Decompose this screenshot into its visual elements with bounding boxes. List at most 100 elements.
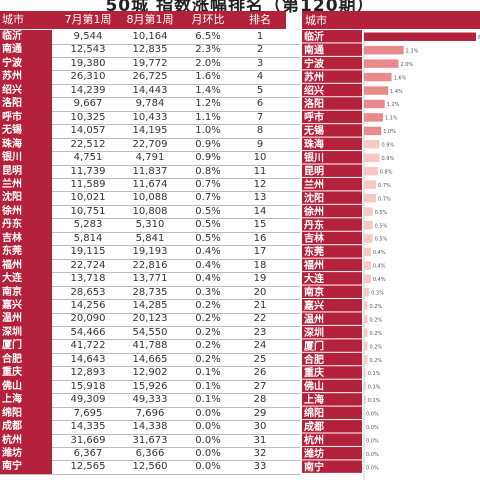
cell-mom: 0.2% [195,353,221,365]
table-row: 呼市 10,325 10,433 1.1% 7 [0,110,300,126]
cell-jul: 6,367 [73,447,103,459]
cell-rank: 28 [253,394,267,406]
cell-jul: 54,466 [70,326,106,338]
chart-category-label: 吉林 [304,232,325,245]
table-row: 临沂 9,544 10,164 6.5% 1 [0,30,300,45]
cell-mom: 2.0% [195,57,221,69]
cell-city: 南京 [0,285,52,300]
cell-jul: 12,893 [70,367,106,379]
chart-category-label: 福州 [303,259,324,272]
chart-bar [364,86,389,95]
chart-category-bg [302,137,362,151]
chart-bar [364,193,377,203]
chart-category-label: 宁波 [304,57,325,70]
table-row: 佛山 15,918 15,926 0.1% 27 [0,379,300,395]
cell-mom: 1.4% [195,84,221,96]
chart-data-label: 0.4% [373,264,386,270]
table-row: 绵阳 7,695 7,696 0.0% 29 [0,406,300,422]
cell-jul: 20,090 [70,313,106,325]
chart-category-label: 重庆 [304,366,324,379]
cell-city: 沈阳 [0,191,52,205]
cell-rank: 14 [253,205,267,217]
chart-bar [364,220,373,230]
chart-data-label: 0.4% [373,250,386,256]
cell-aug: 15,926 [132,380,168,392]
cell-jul: 11,589 [70,178,106,190]
chart-data-label: 0.1% [368,385,381,391]
chart-data-label: 0.8% [380,169,393,175]
cell-rank: 1 [256,31,264,42]
chart-category-bg [302,151,362,164]
cell-city: 苏州 [0,70,52,84]
chart-data-label: 2.3% [406,48,419,54]
cell-aug: 10,164 [132,31,168,42]
cell-aug: 12,560 [132,461,168,473]
chart-data-label: 0.2% [369,344,382,350]
cell-mom: 1.6% [195,71,221,83]
table-row: 兰州 11,589 11,674 0.7% 12 [0,177,300,193]
cell-aug: 28,735 [132,286,168,298]
cell-mom: 0.1% [195,367,221,379]
table-row: 无锡 14,057 14,195 1.0% 8 [0,124,300,139]
cell-jul: 13,718 [70,273,106,285]
cell-aug: 4,791 [135,152,165,164]
cell-mom: 0.7% [195,178,221,190]
chart-bar [364,126,382,136]
chart-category-label: 无锡 [303,124,324,137]
cell-city: 重庆 [0,366,52,380]
chart-header-label: 城市 [305,13,327,27]
cell-aug: 20,123 [132,313,168,325]
chart-category-label: 南京 [304,286,324,299]
chart-bar [364,59,399,68]
chart-category-label: 潍坊 [304,447,324,460]
cell-mom: 0.0% [195,461,221,473]
chart-data-label: 6.5% [478,35,480,41]
cell-mom: 0.0% [195,407,221,419]
cell-mom: 0.9% [195,138,221,150]
cell-aug: 14,285 [132,300,168,311]
cell-mom: 0.5% [195,219,221,231]
header-jul-week1: 7月第1周 [50,11,126,29]
table-row: 南京 28,653 28,735 0.3% 20 [0,285,300,301]
cell-mom: 0.3% [195,286,221,298]
cell-aug: 14,195 [132,125,168,137]
chart-data-label: 0.4% [373,277,386,283]
chart-category-bg [302,299,362,312]
cell-aug: 9,784 [135,98,165,110]
chart-category-bg [302,30,362,43]
chart-category-label: 南通 [304,43,324,56]
cell-rank: 4 [256,71,264,83]
chart-category-label: 珠海 [304,138,324,151]
cell-rank: 23 [253,326,267,338]
table-row: 温州 20,090 20,123 0.2% 22 [0,312,300,327]
cell-rank: 15 [253,219,267,231]
table-row: 南宁 12,565 12,560 0.0% 33 [0,460,300,475]
cell-rank: 30 [253,421,267,433]
cell-city: 吉林 [0,231,52,246]
chart-data-label: 1.0% [383,129,396,135]
chart-category-bg [302,231,362,245]
chart-category-label: 杭州 [304,433,324,446]
cell-city: 成都 [0,420,52,434]
cell-rank: 18 [253,259,267,271]
cell-mom: 0.5% [195,232,221,244]
chart-category-bg [302,177,362,191]
table-row: 洛阳 9,667 9,784 1.2% 6 [0,97,300,112]
chart-bar [364,167,378,176]
chart-category-bg [302,97,362,110]
cell-rank: 20 [253,286,267,298]
cell-aug: 49,333 [132,394,168,406]
cell-city: 上海 [0,393,52,407]
chart-category-bg [302,325,362,339]
chart-data-label: 1.1% [385,116,398,122]
chart-data-label: 0.5% [375,210,388,216]
ranking-table: 城市 7月第1周 8月第1周 月环比 排名 临沂 9,544 10,164 6.5% 1 南通 12,… [0,11,300,480]
chart-category-bg [302,460,362,473]
table-row: 厦门 41,722 41,788 0.2% 24 [0,339,300,354]
chart-category-bg [302,164,362,177]
cell-city: 南通 [0,43,52,57]
table-row: 苏州 26,310 26,725 1.6% 4 [0,70,300,85]
cell-city: 徐州 [0,204,52,219]
